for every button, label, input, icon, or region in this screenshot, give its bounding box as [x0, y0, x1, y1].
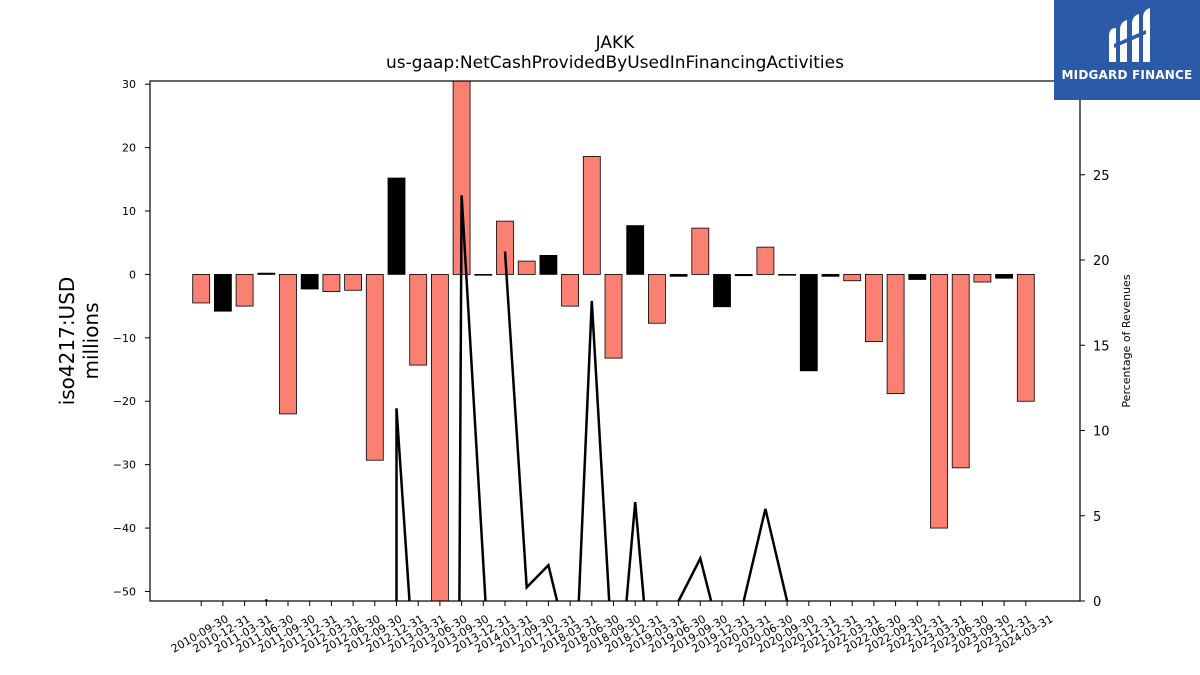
- y-axis-label: iso4217:USD millions: [55, 277, 103, 406]
- bar-2011-09-30: [279, 274, 297, 415]
- bar-2010-12-31: [213, 274, 232, 312]
- bar-2012-06-30: [344, 274, 363, 291]
- left-tick-label: 0: [129, 268, 136, 281]
- bar-2013-06-30: [430, 274, 449, 602]
- y-axis-label-line2: millions: [79, 302, 103, 379]
- bar-2023-12-31: [995, 274, 1013, 279]
- bar-2012-03-31: [322, 274, 341, 292]
- bar-2017-09-30: [517, 260, 536, 275]
- line-segment-1: [458, 195, 487, 602]
- left-tick-label: −50: [113, 585, 136, 598]
- y-axis-label-line1: iso4217:USD: [55, 277, 79, 406]
- bar-2020-06-30: [756, 246, 775, 275]
- bar-2024-03-31: [1016, 274, 1035, 402]
- right-axis-label: Percentage of Revenues: [1120, 274, 1133, 407]
- bar-2022-12-31: [908, 274, 927, 280]
- bar-2012-09-30: [365, 274, 384, 461]
- right-tick-label: 10: [1093, 425, 1110, 440]
- line-segment-4: [625, 501, 646, 602]
- bar-2021-12-31: [821, 274, 840, 277]
- left-tick-label: −40: [113, 522, 136, 535]
- bar-2020-03-31: [734, 274, 753, 277]
- line-segment-2: [503, 251, 559, 602]
- left-tick-label: −30: [113, 459, 136, 472]
- bar-2023-06-30: [951, 274, 970, 469]
- bar-2022-06-30: [865, 274, 883, 343]
- right-tick-label: 15: [1093, 339, 1110, 354]
- bar-2011-12-31: [300, 274, 319, 290]
- right-tick-label: 20: [1093, 254, 1110, 269]
- bar-2023-03-31: [930, 274, 948, 529]
- bar-2018-12-31: [626, 225, 645, 275]
- right-tick-label: 25: [1093, 169, 1110, 184]
- left-tick-label: 20: [122, 142, 136, 155]
- right-axis: 051015202530: [1080, 84, 1110, 610]
- line-segment-5: [677, 554, 713, 602]
- bar-2019-06-30: [669, 274, 688, 277]
- bar-2020-09-30: [778, 274, 796, 276]
- bar-2018-03-31: [561, 274, 579, 307]
- left-tick-label: 10: [122, 205, 136, 218]
- bar-2022-09-30: [886, 274, 905, 395]
- bar-2022-03-31: [843, 274, 862, 282]
- left-tick-label: −20: [113, 395, 136, 408]
- line-segment-6: [742, 508, 789, 602]
- bars: [192, 80, 1035, 602]
- bar-2018-09-30: [604, 274, 623, 359]
- bar-2019-03-31: [648, 274, 666, 324]
- bar-2012-12-31: [387, 177, 406, 275]
- left-axis: −50 −40 −30 −20 −10 0 10 20 30: [113, 78, 150, 598]
- bar-2011-06-30: [257, 272, 276, 275]
- logo-text: MIDGARD FINANCE: [1061, 68, 1193, 82]
- bar-2019-12-31: [713, 274, 731, 308]
- bar-2019-09-30: [691, 227, 710, 275]
- percentage-line: [265, 195, 789, 602]
- bar-2017-12-31: [539, 254, 558, 275]
- left-tick-label: −10: [113, 332, 136, 345]
- chart-title: JAKK: [595, 33, 635, 53]
- midgard-m-icon: [1109, 8, 1150, 62]
- x-axis: 2010-09-302010-12-312011-03-312011-06-30…: [169, 601, 1055, 656]
- bar-2023-09-30: [973, 274, 992, 283]
- line-segment-0: [395, 408, 411, 602]
- right-tick-label: 5: [1093, 510, 1101, 525]
- bar-2013-12-31: [474, 274, 493, 276]
- chart-subtitle: us-gaap:NetCashProvidedByUsedInFinancing…: [386, 53, 844, 73]
- brand-logo: MIDGARD FINANCE: [1054, 0, 1200, 100]
- line-segment-3: [577, 300, 611, 602]
- bar-2010-09-30: [192, 274, 211, 304]
- bar-2018-06-30: [582, 156, 601, 275]
- right-tick-label: 0: [1093, 595, 1101, 610]
- bar-2011-03-31: [235, 274, 254, 307]
- bar-2014-03-31: [496, 220, 514, 275]
- bar-2020-12-31: [799, 274, 818, 372]
- left-tick-label: 30: [122, 78, 136, 91]
- bar-2013-03-31: [409, 274, 428, 366]
- plot-frame: [149, 80, 1081, 602]
